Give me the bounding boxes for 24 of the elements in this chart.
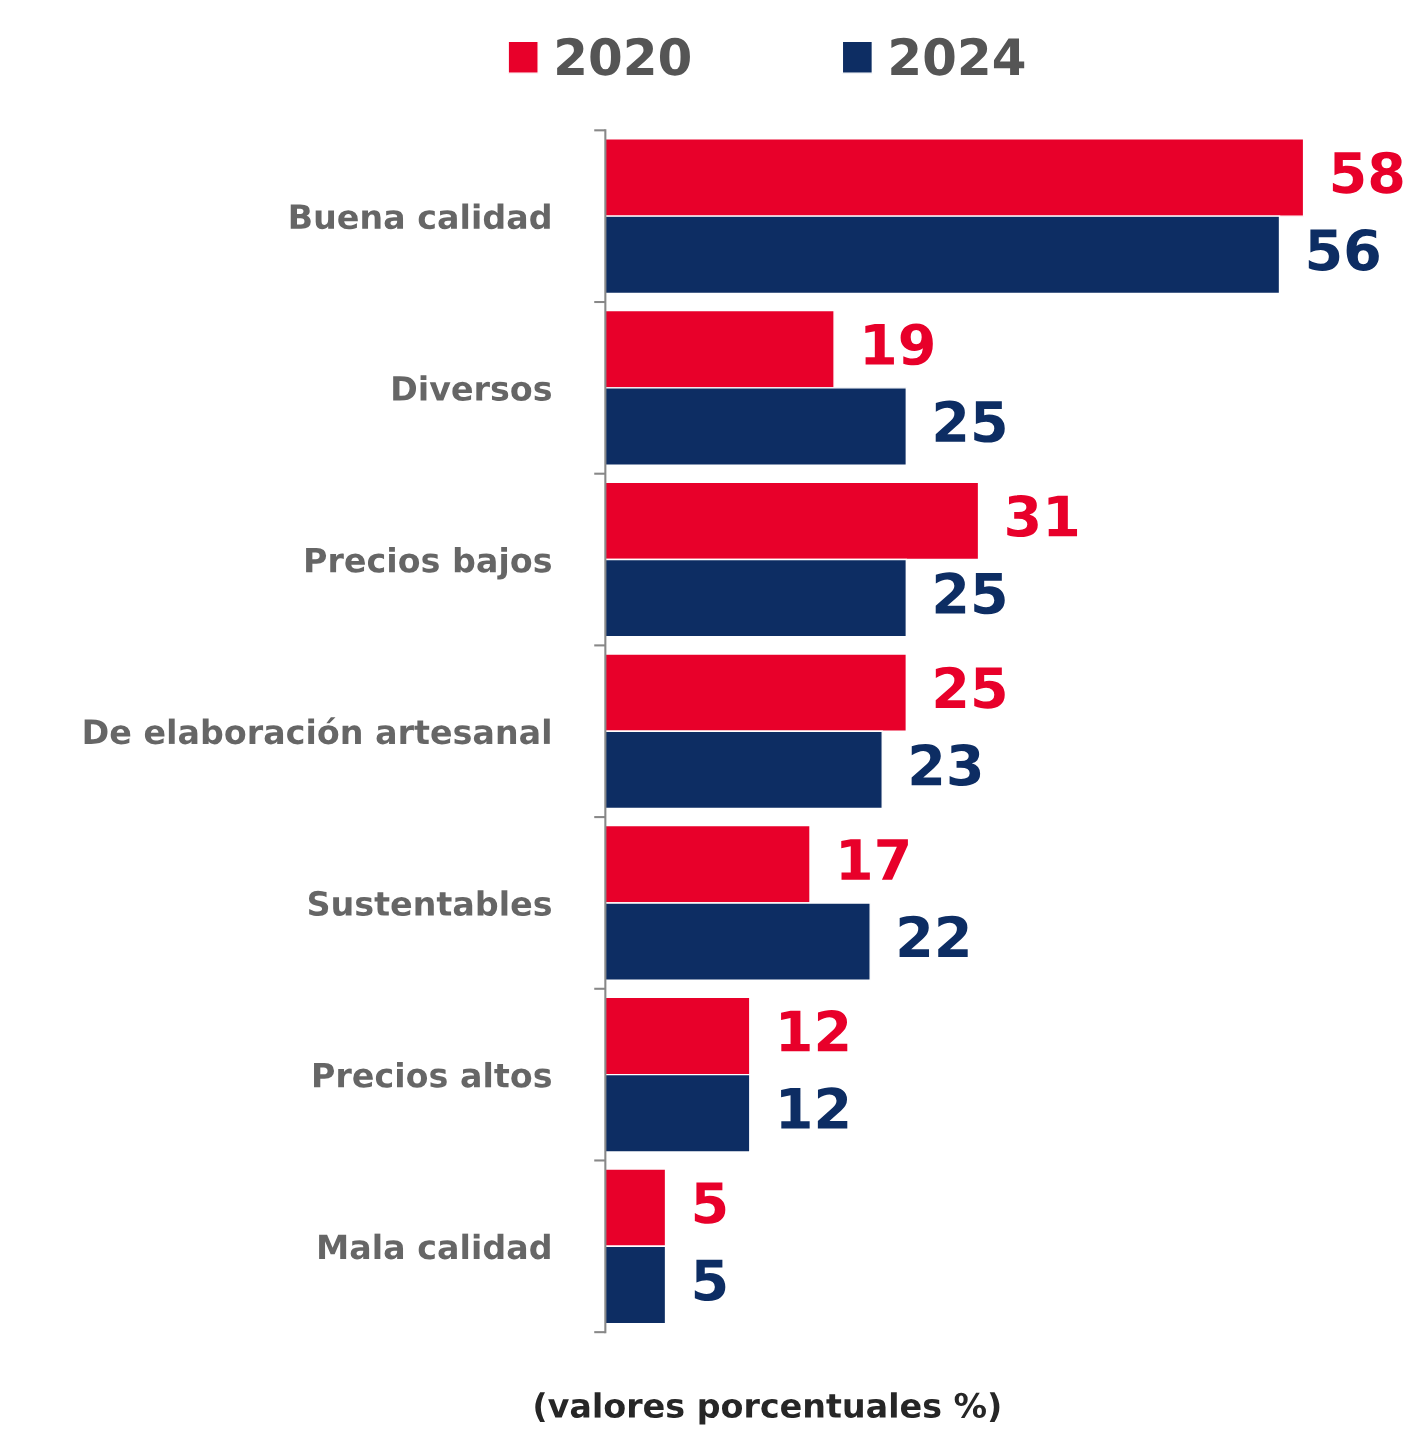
y-tick-label: De elaboración artesanal xyxy=(84,717,550,745)
data-label: 17 xyxy=(841,839,908,880)
legend-label: 2020 xyxy=(557,37,690,76)
data-label: 31 xyxy=(1007,495,1078,538)
data-label: 58 xyxy=(1332,151,1403,194)
data-label: 23 xyxy=(911,743,981,786)
data-label: 25 xyxy=(935,572,1005,615)
data-label: 25 xyxy=(935,666,1005,709)
data-label: 12 xyxy=(781,1010,848,1052)
y-tick-label: Sustentables xyxy=(308,890,551,917)
legend-label: 2024 xyxy=(891,37,1025,76)
data-label: 5 xyxy=(694,1259,726,1302)
y-tick-label: Buena calidad xyxy=(290,203,550,230)
data-label: 19 xyxy=(865,323,933,366)
data-label: 25 xyxy=(935,400,1005,443)
y-tick-label: Mala calidad xyxy=(319,1233,550,1260)
data-label: 5 xyxy=(694,1182,726,1224)
data-label: 22 xyxy=(899,915,968,957)
y-tick-label: Precios bajos xyxy=(306,546,551,580)
x-axis-title: (valores porcentuales %) xyxy=(535,1392,1000,1425)
y-tick-label: Precios altos xyxy=(314,1061,551,1088)
data-label: 56 xyxy=(1308,228,1379,271)
data-label: 12 xyxy=(781,1087,848,1129)
y-tick-label: Diversos xyxy=(393,375,551,401)
